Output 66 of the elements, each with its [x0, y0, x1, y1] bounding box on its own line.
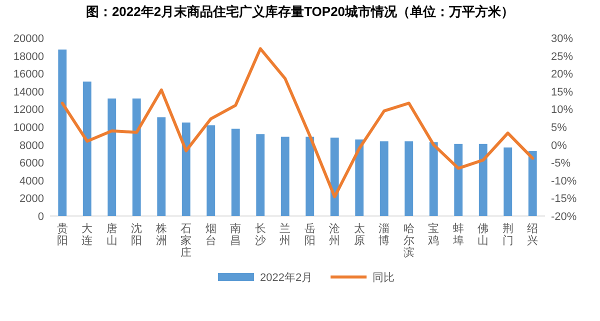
- bar: [58, 50, 67, 216]
- x-tick-label: 石家庄: [180, 223, 192, 259]
- y-tick-label: 16000: [13, 68, 44, 81]
- bar: [355, 139, 364, 216]
- y-tick-label: 0: [38, 211, 44, 223]
- bar: [231, 128, 240, 216]
- y2-tick-label: 30%: [551, 33, 574, 45]
- x-tick-label: 佛山: [478, 223, 489, 247]
- x-tick-label: 蚌埠: [452, 222, 464, 247]
- x-tick-label: 淄博: [378, 223, 390, 247]
- y2-tick-label: 20%: [551, 68, 574, 81]
- y-tick-label: 18000: [13, 50, 44, 63]
- y-tick-label: 2000: [20, 193, 44, 206]
- x-tick-label: 大连: [82, 222, 93, 247]
- legend-label: 同比: [372, 271, 395, 284]
- y2-tick-label: -5%: [551, 158, 571, 170]
- bar: [280, 136, 290, 216]
- x-tick-label: 宝鸡: [427, 222, 440, 247]
- line-series: [60, 47, 534, 198]
- y2-tick-label: 10%: [551, 104, 574, 116]
- bar: [528, 151, 537, 216]
- x-tick-label: 唐山: [106, 222, 118, 247]
- x-tick-label: 太原: [354, 222, 365, 247]
- bar: [404, 141, 414, 216]
- y-tick-label: 8000: [20, 140, 44, 152]
- y-tick-label: 20000: [13, 33, 44, 45]
- bar: [82, 82, 92, 216]
- bar: [380, 141, 388, 216]
- x-tick-label: 贵阳: [56, 222, 68, 247]
- y-tick-label: 14000: [13, 86, 44, 98]
- y2-tick-label: -20%: [551, 211, 577, 223]
- bar: [478, 144, 488, 216]
- bar: [504, 147, 512, 216]
- x-tick-label: 长沙: [254, 222, 266, 247]
- x-tick-label: 岳阳: [304, 222, 316, 247]
- bar: [330, 138, 339, 216]
- bar: [132, 98, 141, 216]
- x-tick-label: 烟台: [205, 223, 216, 247]
- y2-tick-label: 25%: [551, 50, 574, 63]
- y2-tick-label: -15%: [551, 193, 577, 206]
- x-tick-label: 哈尔滨: [403, 223, 414, 259]
- legend-label: 2022年2月: [260, 272, 313, 284]
- x-tick-label: 沈阳: [131, 222, 142, 247]
- y-tick-label: 4000: [20, 175, 44, 188]
- x-tick-label: 南昌: [230, 222, 242, 247]
- bar: [429, 142, 438, 216]
- y-tick-label: 6000: [20, 158, 44, 170]
- y2-tick-label: 0%: [551, 140, 568, 152]
- y-tick-label: 12000: [13, 104, 44, 116]
- x-tick-label: 沧州: [329, 223, 340, 247]
- bar: [157, 117, 166, 216]
- bar: [256, 134, 265, 216]
- y2-tick-label: -10%: [551, 175, 577, 188]
- x-tick-label: 株洲: [154, 222, 167, 247]
- bar: [454, 144, 463, 216]
- bar: [306, 136, 314, 216]
- bar: [108, 98, 116, 216]
- x-tick-label: 荆门: [502, 222, 514, 247]
- chart-title: 图：2022年2月末商品住宅广义库存量TOP20城市情况（单位：万平方米）: [86, 4, 514, 19]
- x-tick-label: 绍兴: [527, 223, 538, 247]
- x-tick-label: 兰州: [280, 222, 291, 247]
- bar: [182, 122, 190, 216]
- y-tick-label: 10000: [13, 122, 44, 134]
- y2-tick-label: 15%: [551, 86, 574, 98]
- bar: [206, 125, 216, 216]
- y2-tick-label: 5%: [551, 122, 568, 134]
